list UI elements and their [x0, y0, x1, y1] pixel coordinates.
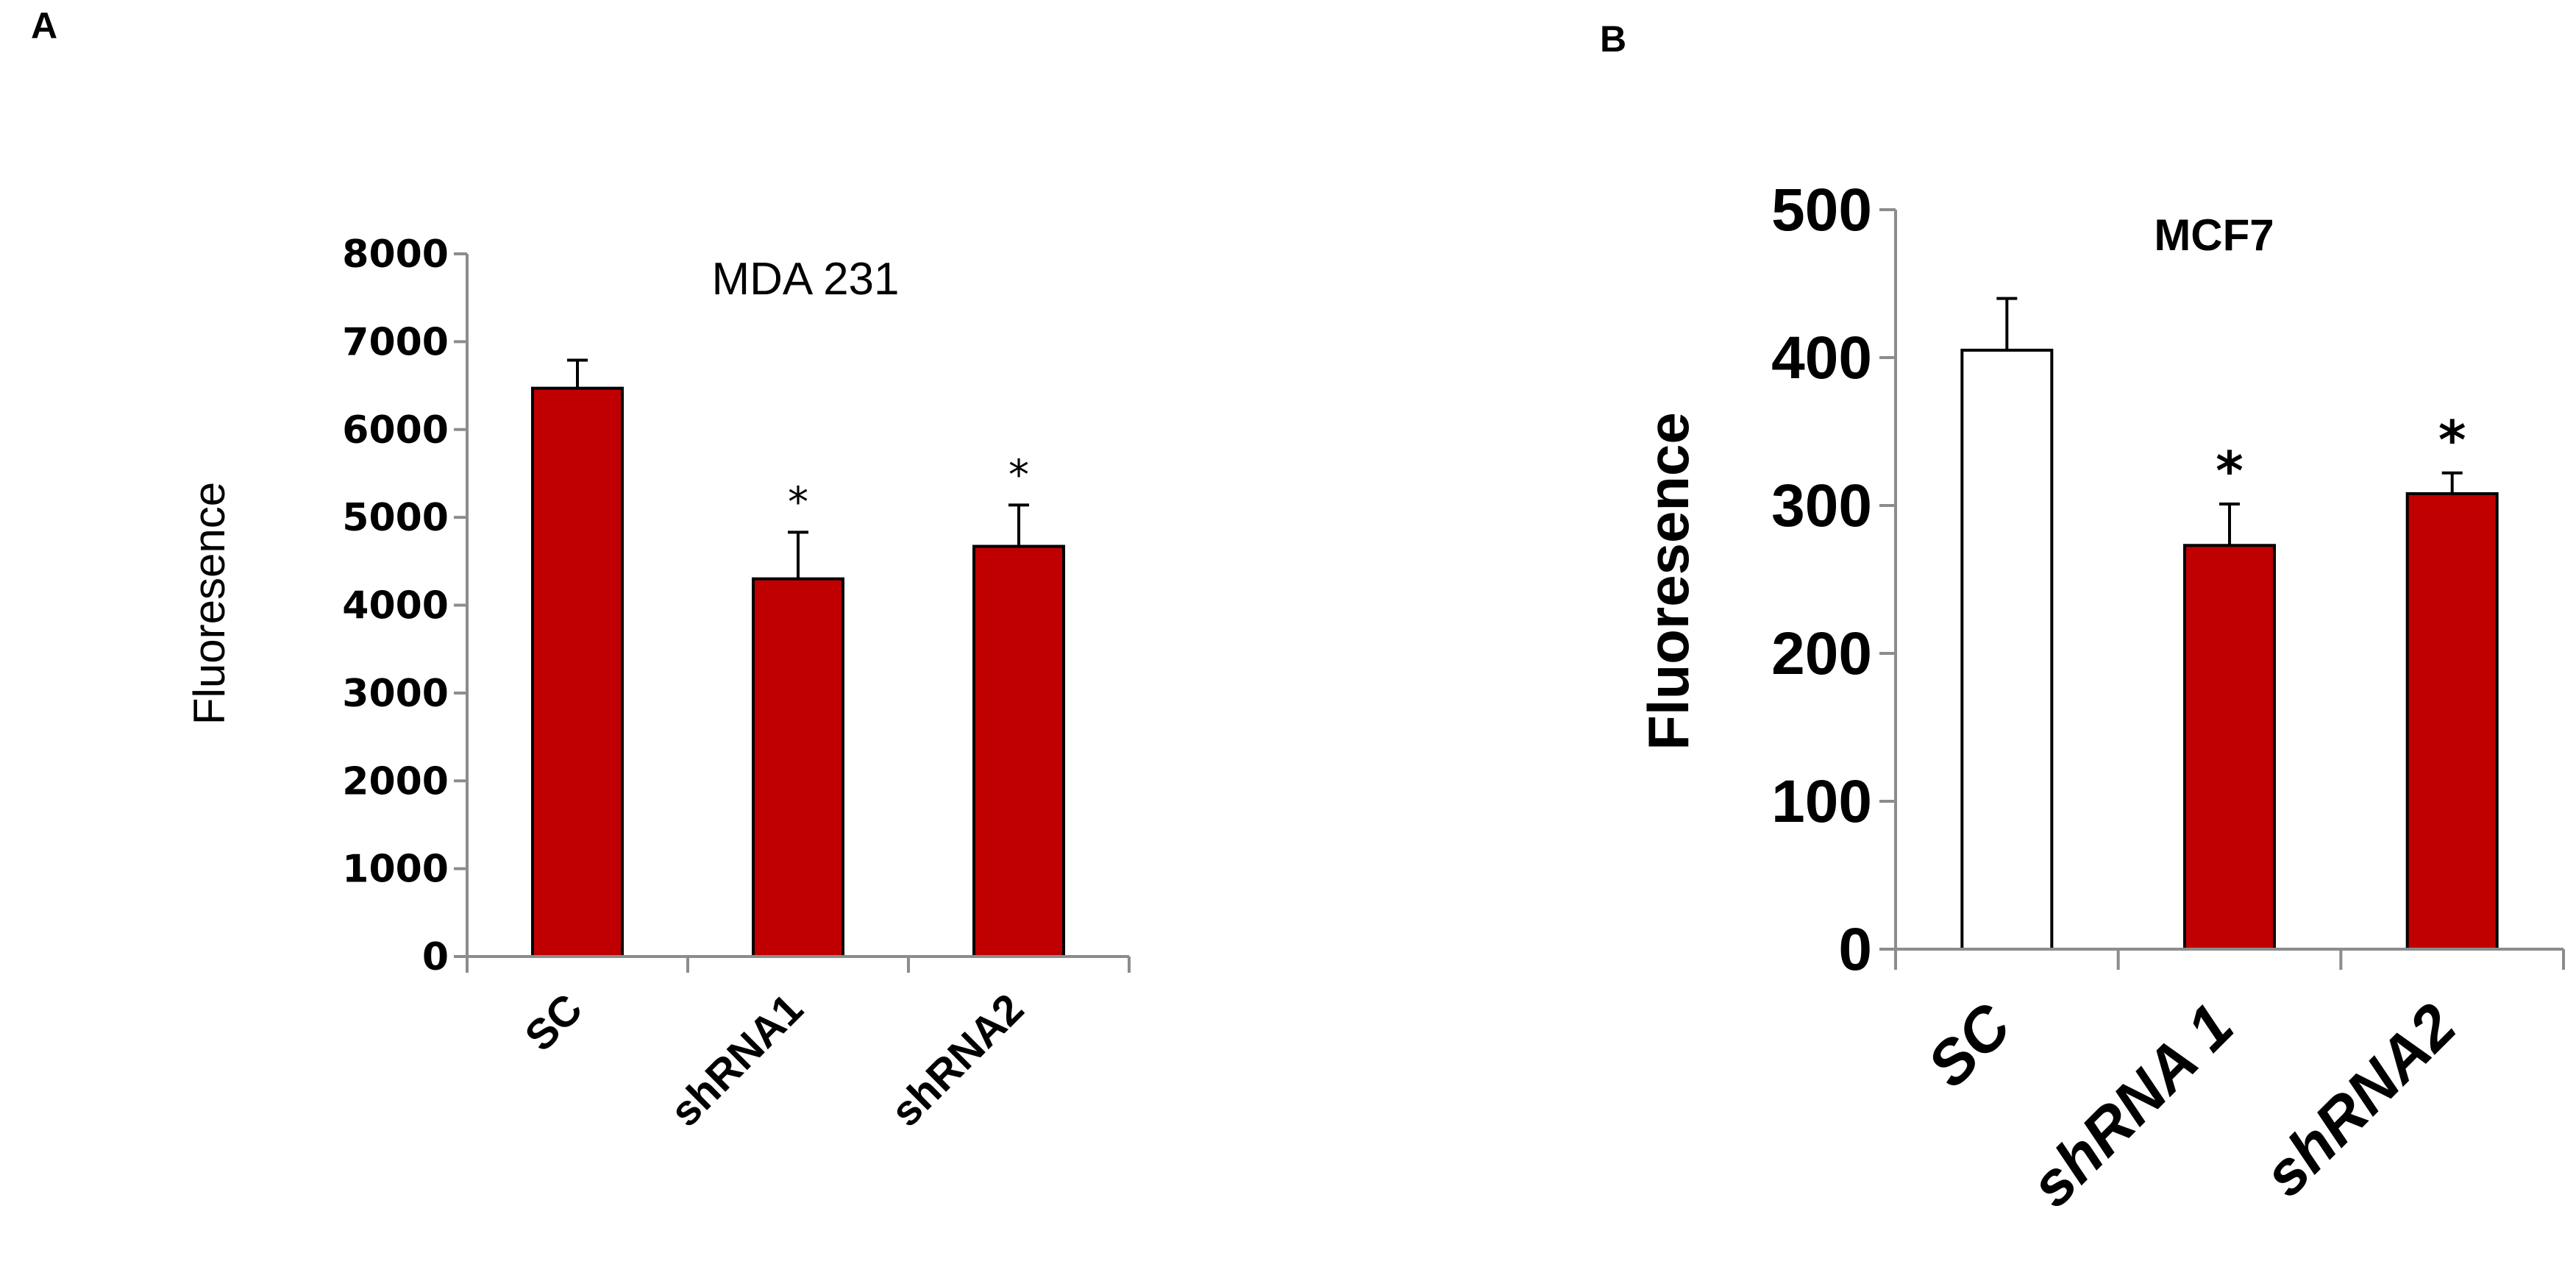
y-tick-label: 8000: [342, 233, 449, 277]
bars-b: **: [1960, 297, 2499, 951]
category-label: shRNA2: [2250, 990, 2469, 1210]
bar-shrna2: [2405, 492, 2499, 951]
y-tick-label: 5000: [342, 496, 449, 540]
category-label: SC: [1914, 990, 2024, 1100]
y-tick-label: 6000: [342, 408, 449, 453]
chart-title-a: MDA 231: [711, 254, 899, 305]
y-tick-label: 300: [1771, 472, 1872, 539]
category-labels-a: SC shRNA1 shRNA2: [516, 984, 1033, 1135]
axes-a: [466, 254, 1131, 973]
chart-title-b: MCF7: [2154, 210, 2274, 260]
panel-letter-a: A: [31, 5, 57, 46]
y-tick-label: 2000: [342, 759, 449, 803]
significance-marker: *: [2438, 409, 2466, 471]
y-tick-label: 0: [422, 935, 449, 979]
bar-shrna1: [752, 577, 844, 958]
bar-shrna-1: [2183, 544, 2276, 951]
y-tick-label: 0: [1838, 916, 1872, 983]
panel-letter-b: B: [1600, 18, 1626, 60]
y-tick-label: 3000: [342, 672, 449, 716]
y-tick-label: 200: [1771, 620, 1872, 687]
y-ticks-b: 0 100 200 300 400 500: [1771, 177, 1896, 983]
significance-marker: *: [1008, 451, 1029, 499]
bar-sc: [531, 386, 624, 958]
y-tick-label: 4000: [342, 584, 449, 628]
y-tick-label: 1000: [342, 848, 449, 892]
y-tick-label: 7000: [342, 320, 449, 364]
significance-marker: *: [2216, 440, 2244, 502]
y-tick-label: 400: [1771, 324, 1872, 391]
y-tick-label: 100: [1771, 768, 1872, 835]
category-label: shRNA1: [661, 984, 812, 1135]
bar-sc: [1960, 348, 2054, 951]
y-axis-label-a: Fluoresence: [185, 482, 234, 725]
category-label: shRNA2: [882, 984, 1033, 1135]
bar-shrna2: [972, 544, 1065, 958]
category-label: shRNA 1: [2017, 990, 2246, 1220]
y-tick-label: 500: [1771, 177, 1872, 244]
axes-b: [1894, 210, 2565, 970]
y-ticks-a: 0 1000 2000 3000 4000 5000 6000 7000 8000: [342, 233, 467, 979]
y-axis-label-b: Fluoresence: [1636, 412, 1701, 750]
category-label: SC: [516, 984, 591, 1060]
significance-marker: *: [788, 478, 808, 526]
bars-a: **: [531, 358, 1065, 958]
panel-a: A MDA 231 Fluoresence 0 1000 2000 3000 4000 5…: [31, 5, 1131, 1136]
